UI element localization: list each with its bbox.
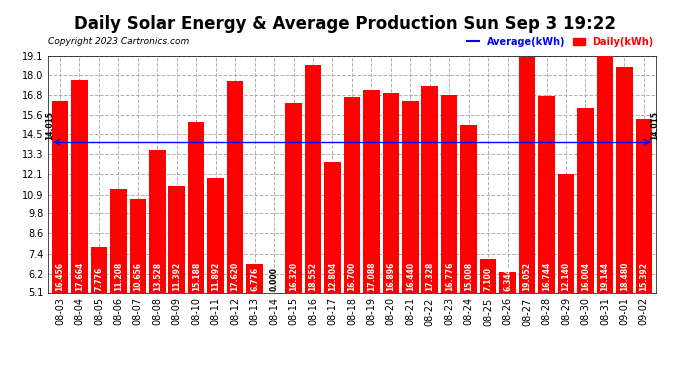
Bar	[110, 189, 127, 292]
Bar	[460, 125, 477, 292]
Bar	[597, 56, 613, 292]
Text: 19.144: 19.144	[600, 262, 609, 291]
Text: 16.896: 16.896	[386, 262, 395, 291]
Bar	[71, 81, 88, 292]
Bar	[635, 119, 652, 292]
Text: 14.015: 14.015	[650, 111, 659, 140]
Bar	[480, 259, 496, 292]
Bar	[577, 108, 593, 292]
Text: 6.344: 6.344	[503, 267, 512, 291]
Text: 0.000: 0.000	[270, 267, 279, 291]
Text: 17.088: 17.088	[367, 261, 376, 291]
Bar	[324, 162, 341, 292]
Bar	[382, 93, 399, 292]
Text: 14.015: 14.015	[45, 111, 54, 140]
Bar	[246, 264, 263, 292]
Bar	[616, 67, 633, 292]
Legend: Average(kWh), Daily(kWh): Average(kWh), Daily(kWh)	[464, 33, 658, 51]
Text: 15.188: 15.188	[192, 262, 201, 291]
Text: Copyright 2023 Cartronics.com: Copyright 2023 Cartronics.com	[48, 38, 190, 46]
Text: 19.052: 19.052	[522, 262, 531, 291]
Text: 15.392: 15.392	[640, 262, 649, 291]
Text: 11.208: 11.208	[114, 262, 123, 291]
Text: 16.744: 16.744	[542, 262, 551, 291]
Text: 6.776: 6.776	[250, 267, 259, 291]
Bar	[558, 174, 574, 292]
Bar	[168, 186, 185, 292]
Bar	[363, 90, 380, 292]
Text: 17.620: 17.620	[230, 262, 239, 291]
Bar	[500, 272, 516, 292]
Bar	[285, 103, 302, 292]
Bar	[188, 122, 204, 292]
Bar	[227, 81, 244, 292]
Text: 17.664: 17.664	[75, 262, 84, 291]
Text: 12.804: 12.804	[328, 262, 337, 291]
Text: 16.776: 16.776	[445, 261, 454, 291]
Text: 18.552: 18.552	[308, 262, 317, 291]
Bar	[149, 150, 166, 292]
Bar	[90, 248, 107, 292]
Bar	[441, 96, 457, 292]
Text: 10.656: 10.656	[133, 262, 142, 291]
Bar	[130, 199, 146, 292]
Text: 12.140: 12.140	[562, 262, 571, 291]
Text: Daily Solar Energy & Average Production Sun Sep 3 19:22: Daily Solar Energy & Average Production …	[74, 15, 616, 33]
Text: 16.456: 16.456	[55, 262, 64, 291]
Bar	[402, 101, 419, 292]
Bar	[519, 57, 535, 292]
Bar	[305, 66, 322, 292]
Text: 7.776: 7.776	[95, 267, 103, 291]
Text: 15.008: 15.008	[464, 262, 473, 291]
Text: 16.700: 16.700	[347, 262, 357, 291]
Text: 11.392: 11.392	[172, 262, 181, 291]
Text: 16.004: 16.004	[581, 262, 590, 291]
Bar	[344, 97, 360, 292]
Text: 13.528: 13.528	[152, 262, 161, 291]
Text: 17.328: 17.328	[425, 261, 434, 291]
Bar	[538, 96, 555, 292]
Text: 16.440: 16.440	[406, 262, 415, 291]
Text: 7.100: 7.100	[484, 267, 493, 291]
Text: 16.320: 16.320	[289, 262, 298, 291]
Text: 11.892: 11.892	[211, 262, 220, 291]
Bar	[52, 101, 68, 292]
Bar	[422, 86, 438, 292]
Bar	[208, 178, 224, 292]
Text: 18.480: 18.480	[620, 261, 629, 291]
